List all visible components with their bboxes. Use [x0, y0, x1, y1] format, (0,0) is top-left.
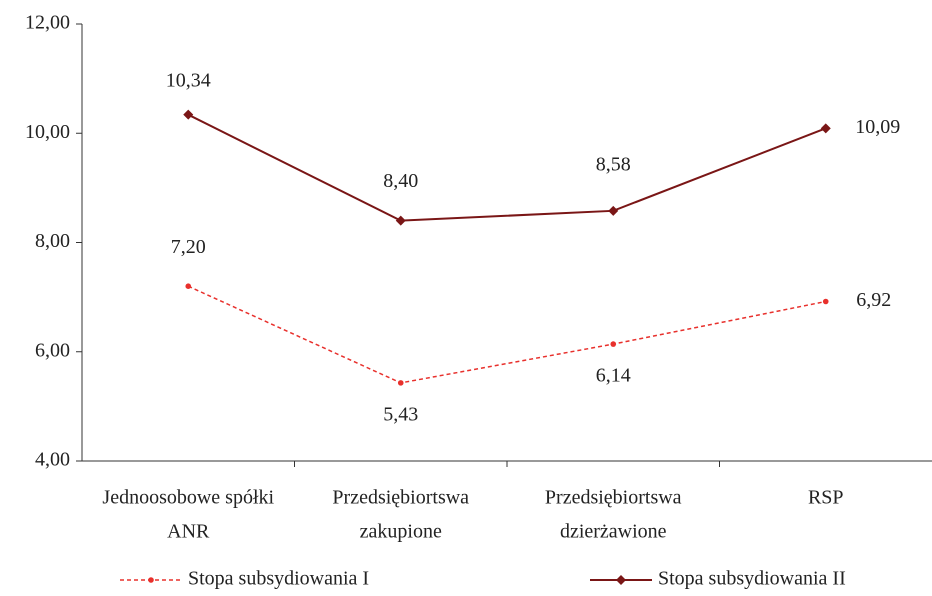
- data-label: 8,58: [596, 153, 631, 175]
- data-label: 7,20: [171, 236, 206, 258]
- point: [610, 341, 617, 347]
- x-tick-label: ANR: [167, 521, 210, 543]
- point: [185, 283, 192, 290]
- x-tick-label: dzierżawione: [560, 521, 667, 543]
- legend-marker: [616, 575, 626, 585]
- legend-marker: [148, 577, 154, 583]
- x-tick-label: Przedsiębiortswa: [545, 487, 682, 509]
- series-line: [187, 113, 827, 222]
- point: [822, 298, 829, 305]
- y-tick-label: 6,00: [35, 339, 70, 361]
- y-tick-label: 8,00: [35, 230, 70, 252]
- x-tick-label: zakupione: [360, 521, 442, 543]
- point: [397, 380, 404, 386]
- legend-label: Stopa subsydiowania II: [658, 568, 846, 590]
- point: [820, 123, 831, 134]
- data-label: 8,40: [383, 170, 418, 192]
- series-line: [187, 285, 826, 384]
- x-tick-label: Jednoosobowe spółki: [102, 487, 274, 509]
- y-tick-label: 10,00: [25, 121, 70, 143]
- point: [395, 215, 406, 226]
- data-label: 6,14: [596, 365, 631, 387]
- data-label: 6,92: [856, 289, 891, 311]
- point: [183, 109, 194, 120]
- y-tick-label: 12,00: [25, 12, 70, 34]
- data-label: 10,09: [855, 116, 900, 138]
- point: [608, 205, 619, 216]
- x-tick-label: RSP: [808, 487, 844, 509]
- x-tick-label: Przedsiębiortswa: [332, 487, 469, 509]
- data-label: 10,34: [166, 69, 211, 91]
- y-tick-label: 4,00: [35, 449, 70, 471]
- legend-label: Stopa subsydiowania I: [188, 568, 369, 590]
- data-label: 5,43: [383, 403, 418, 425]
